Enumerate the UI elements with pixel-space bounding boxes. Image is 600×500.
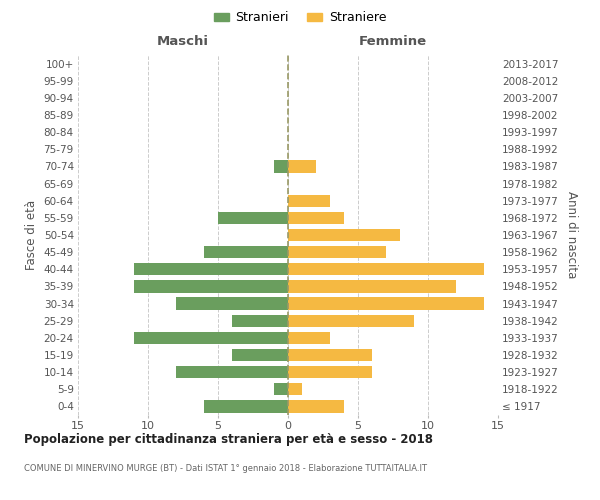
Bar <box>288 332 330 344</box>
Bar <box>288 212 344 224</box>
Bar <box>288 349 372 361</box>
Bar <box>232 314 288 327</box>
Bar <box>134 263 288 276</box>
Bar <box>288 400 344 412</box>
Bar <box>288 194 330 207</box>
Bar <box>134 332 288 344</box>
Y-axis label: Anni di nascita: Anni di nascita <box>565 192 578 278</box>
Bar <box>288 314 414 327</box>
Bar <box>274 160 288 172</box>
Bar <box>288 298 484 310</box>
Bar <box>288 383 302 396</box>
Legend: Stranieri, Straniere: Stranieri, Straniere <box>209 6 391 29</box>
Bar <box>218 212 288 224</box>
Bar <box>204 246 288 258</box>
Text: Femmine: Femmine <box>359 35 427 48</box>
Text: Maschi: Maschi <box>157 35 209 48</box>
Bar <box>134 280 288 292</box>
Bar <box>232 349 288 361</box>
Bar <box>176 366 288 378</box>
Bar <box>288 246 386 258</box>
Bar <box>288 280 456 292</box>
Bar <box>204 400 288 412</box>
Text: COMUNE DI MINERVINO MURGE (BT) - Dati ISTAT 1° gennaio 2018 - Elaborazione TUTTA: COMUNE DI MINERVINO MURGE (BT) - Dati IS… <box>24 464 427 473</box>
Bar <box>288 263 484 276</box>
Bar <box>176 298 288 310</box>
Y-axis label: Fasce di età: Fasce di età <box>25 200 38 270</box>
Bar <box>274 383 288 396</box>
Text: Popolazione per cittadinanza straniera per età e sesso - 2018: Popolazione per cittadinanza straniera p… <box>24 432 433 446</box>
Bar <box>288 160 316 172</box>
Bar <box>288 366 372 378</box>
Bar <box>288 229 400 241</box>
